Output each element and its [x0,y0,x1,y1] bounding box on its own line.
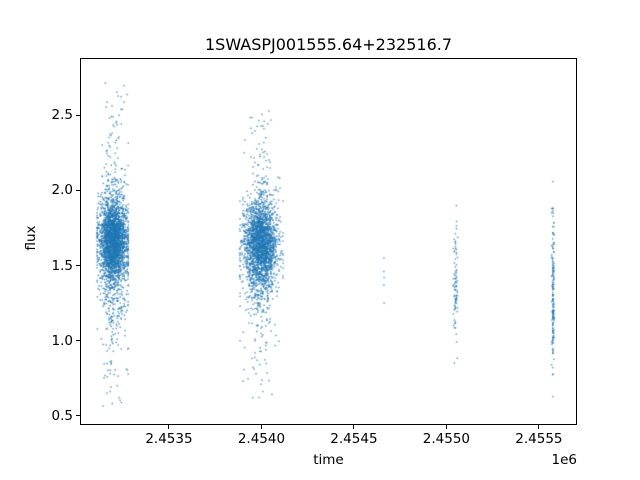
y-tick-label: 0.5 [51,407,73,424]
x-tick-mark [538,425,540,429]
x-tick-label: 2.4555 [515,431,563,447]
y-tick-mark [76,189,80,191]
x-axis-label: time [313,452,344,468]
x-tick-label: 2.4545 [330,431,378,447]
y-tick-label: 1.0 [51,332,73,349]
x-tick-mark [260,425,262,429]
y-axis-label: flux [23,225,39,251]
y-tick-mark [76,340,80,342]
x-tick-label: 2.4540 [237,431,286,447]
y-tick-label: 2.5 [51,107,73,124]
chart-title: 1SWASPJ001555.64+232516.7 [204,35,453,54]
x-tick-mark [168,425,170,429]
x-tick-label: 2.4550 [422,431,471,447]
plot-area [80,58,577,425]
y-tick-label: 1.5 [51,257,73,274]
y-tick-label: 2.0 [51,182,73,199]
y-tick-mark [76,114,80,116]
x-axis-offset-label: 1e6 [551,452,577,468]
x-tick-mark [353,425,355,429]
scatter-points-canvas [81,59,576,424]
x-tick-label: 2.4535 [145,431,193,447]
x-tick-mark [445,425,447,429]
y-tick-mark [76,415,80,417]
y-tick-mark [76,265,80,266]
